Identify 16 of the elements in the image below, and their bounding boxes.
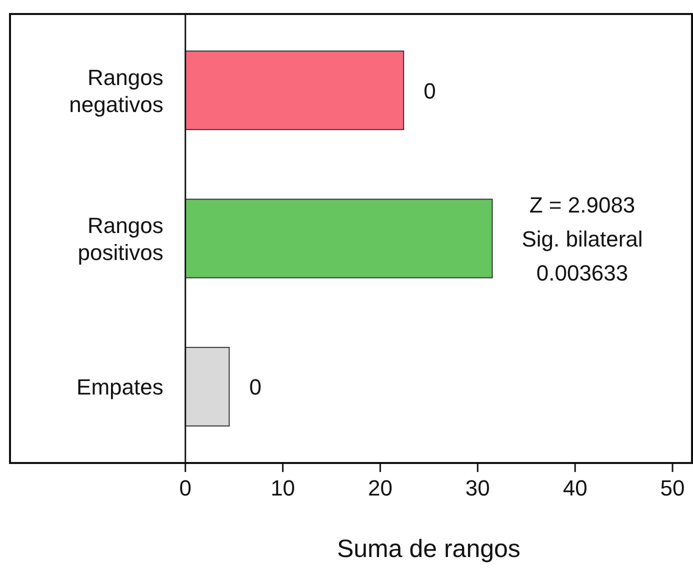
y-tick-label: Rangos negativos bbox=[69, 64, 164, 117]
y-tick-label: Rangos positivos bbox=[78, 213, 164, 265]
x-tick-label: 10 bbox=[270, 476, 296, 501]
bar bbox=[184, 50, 404, 130]
x-tick-label: 0 bbox=[179, 476, 192, 501]
bar bbox=[184, 198, 493, 278]
bar bbox=[184, 346, 230, 426]
x-axis-title: Suma de rangos bbox=[336, 535, 520, 563]
y-tick-label: Empates bbox=[76, 374, 164, 400]
x-tick-label: 20 bbox=[368, 476, 392, 501]
x-tick-label: 50 bbox=[660, 476, 685, 501]
x-tick-label: 30 bbox=[465, 476, 490, 501]
x-tick-label: 40 bbox=[562, 476, 588, 501]
annotation: 0 bbox=[249, 374, 262, 400]
annotation: Z = 2.9083 Sig. bilateral 0.003633 bbox=[522, 192, 643, 286]
annotation: 0 bbox=[424, 78, 436, 104]
